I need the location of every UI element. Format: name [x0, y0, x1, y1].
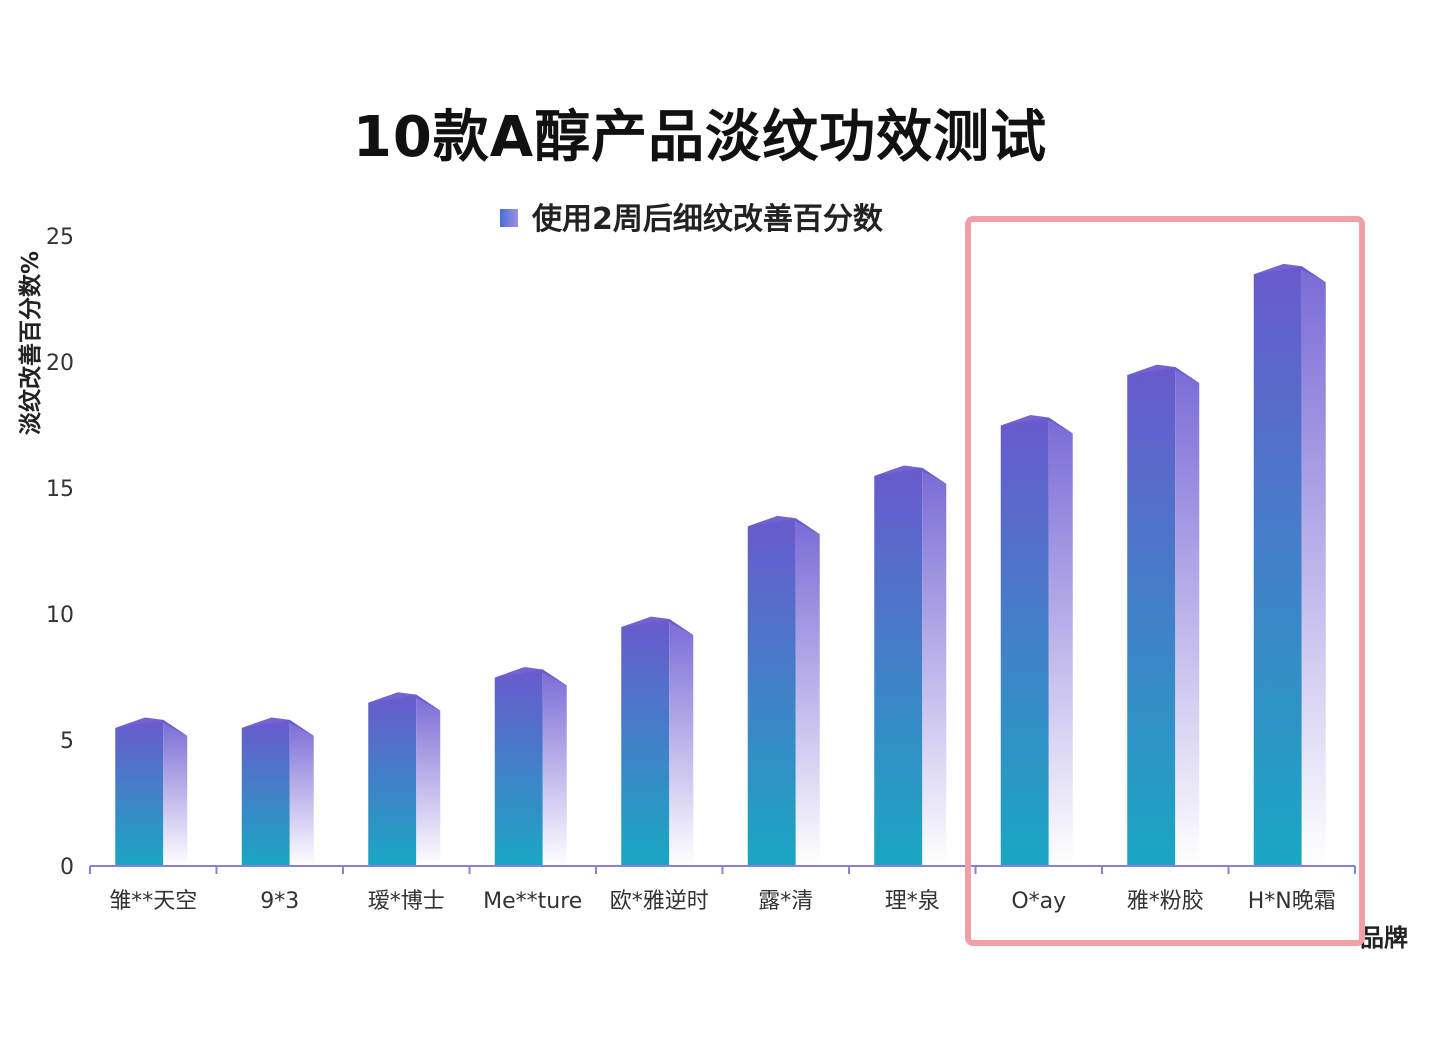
- x-tick-label: 9*3: [260, 889, 299, 914]
- bar-front: [874, 467, 923, 866]
- x-tick-label: 露*清: [758, 889, 813, 914]
- bar-cap: [621, 616, 694, 636]
- x-tick-label: 理*泉: [885, 889, 940, 914]
- y-tick-label: 10: [46, 603, 74, 628]
- legend-swatch: [500, 209, 518, 227]
- bar-cap: [874, 465, 947, 484]
- bar-front: [241, 719, 290, 866]
- bar: [1127, 364, 1200, 866]
- bar-cap: [1127, 364, 1200, 384]
- bar: [115, 717, 188, 866]
- x-tick-label: 欧*雅逆时: [610, 889, 709, 914]
- bar-front: [115, 719, 164, 866]
- bar-front: [494, 669, 543, 866]
- bar-side: [289, 719, 314, 866]
- bar-side: [163, 719, 188, 866]
- bar-cap: [241, 717, 314, 736]
- x-axis-label: 品牌: [1360, 924, 1408, 952]
- y-tick-label: 25: [46, 225, 74, 250]
- bar: [241, 717, 314, 866]
- bar-cap: [494, 667, 567, 686]
- bar-front: [747, 518, 796, 866]
- bar-front: [1253, 266, 1302, 866]
- legend-label: 使用2周后细纹改善百分数: [532, 202, 883, 237]
- x-tick-label: 雏**天空: [109, 889, 197, 914]
- bar: [494, 667, 567, 866]
- x-tick-label: H*N晚霜: [1248, 889, 1336, 914]
- bar: [621, 616, 694, 866]
- x-tick-label: 雅*粉胶: [1127, 889, 1204, 914]
- bar-side: [1175, 367, 1200, 866]
- chart-title: 10款A醇产品淡纹功效测试: [352, 105, 1048, 170]
- bars-layer: [115, 263, 1326, 866]
- highlight-box: [965, 216, 1365, 946]
- x-tick-label: 瑷*博士: [368, 889, 445, 914]
- bar-front: [621, 619, 670, 866]
- bar-cap: [747, 515, 820, 535]
- bar-side: [416, 694, 441, 866]
- bar: [874, 465, 947, 866]
- bar-cap: [1000, 415, 1073, 434]
- bar-side: [669, 619, 694, 866]
- y-tick-label: 0: [60, 855, 74, 880]
- bar-side: [1048, 417, 1073, 866]
- y-tick-label: 5: [60, 729, 74, 754]
- bar-cap: [115, 717, 188, 736]
- bar-side: [542, 669, 567, 866]
- bar-front: [368, 694, 417, 866]
- x-tick-label: Me**ture: [483, 889, 582, 914]
- axis-layer: 雏**天空 9*3 瑷*博士 Me**ture 欧*雅逆时 露*清 理*泉 O*ay 雅*粉胶 H…: [46, 225, 1356, 914]
- bar-cap: [368, 692, 441, 711]
- bar: [368, 692, 441, 866]
- y-tick-label: 15: [46, 477, 74, 502]
- bar-cap: [1253, 263, 1326, 283]
- bar: [747, 515, 820, 866]
- bar-side: [1301, 266, 1326, 866]
- bar: [1253, 263, 1326, 866]
- y-tick-label: 20: [46, 351, 74, 376]
- x-tick-label: O*ay: [1011, 889, 1066, 914]
- bar: [1000, 415, 1073, 866]
- bar-front: [1127, 367, 1176, 866]
- bar-side: [795, 518, 820, 866]
- bar-front: [1000, 417, 1049, 866]
- bar-side: [922, 467, 947, 866]
